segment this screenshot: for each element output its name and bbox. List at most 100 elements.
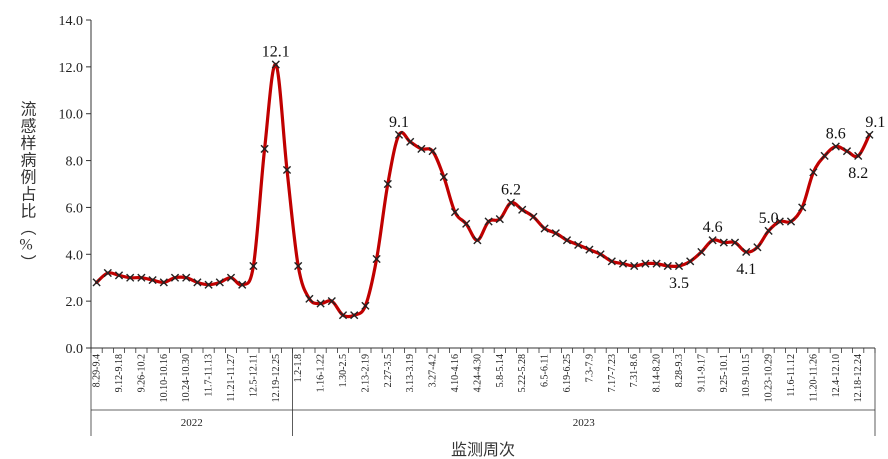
marker-stroke	[506, 198, 516, 207]
marker-stroke	[103, 268, 112, 278]
marker-stroke	[820, 151, 829, 160]
data-label: 4.6	[703, 219, 723, 236]
marker-stroke	[383, 179, 392, 189]
marker-stroke	[92, 278, 101, 287]
data-label: 4.1	[736, 261, 756, 278]
x-tick-label: 3.13-3.19	[405, 354, 416, 392]
data-label: 5.0	[759, 210, 779, 227]
y-axis-title: 流感样病例占比（%）	[18, 101, 37, 272]
marker-stroke	[271, 60, 280, 69]
marker-stroke	[618, 259, 628, 268]
data-point-marker	[394, 130, 404, 139]
x-tick-label: 11.7-11.13	[204, 354, 215, 397]
data-point-marker	[562, 236, 572, 245]
data-point-marker	[820, 151, 829, 160]
data-point-marker	[450, 208, 460, 217]
data-point-marker	[585, 245, 594, 254]
x-tick-label: 9.11-9.17	[696, 354, 707, 392]
marker-stroke	[730, 238, 740, 247]
x-tick-label: 4.24-4.30	[472, 354, 483, 392]
x-axis-title: 监测周次	[451, 441, 515, 459]
data-point-marker	[294, 261, 303, 271]
marker-stroke	[394, 130, 404, 139]
marker-stroke	[529, 212, 538, 221]
x-tick-label: 8.28-9.3	[674, 354, 685, 387]
marker-stroke	[540, 224, 549, 233]
x-tick-label: 5.8-5.14	[495, 354, 506, 387]
marker-stroke	[798, 203, 807, 212]
data-point-marker	[406, 137, 415, 146]
series-line	[95, 62, 871, 319]
marker-stroke	[697, 247, 706, 257]
x-tick-label: 8.29-9.4	[92, 354, 103, 387]
x-tick-label: 11.20-11.26	[808, 354, 819, 402]
marker-stroke	[652, 259, 661, 268]
y-tick-label: 6.0	[66, 201, 84, 216]
marker-stroke	[842, 147, 852, 156]
x-tick-label: 2.27-3.5	[383, 354, 394, 387]
x-tick-label: 6.19-6.25	[562, 354, 573, 392]
data-point-marker	[742, 247, 751, 257]
marker-stroke	[316, 299, 325, 308]
x-tick-label: 12.5-12.11	[248, 354, 259, 397]
x-tick-label: 9.26-10.2	[136, 354, 147, 392]
data-point-marker	[697, 247, 706, 257]
x-tick-label: 6.5-6.11	[540, 354, 551, 387]
data-point-marker	[428, 147, 437, 156]
data-point-marker	[114, 271, 124, 280]
y-tick-label: 10.0	[59, 108, 84, 123]
data-point-marker	[305, 294, 314, 303]
data-point-marker	[316, 299, 325, 308]
data-point-marker	[854, 151, 863, 160]
marker-stroke	[574, 240, 583, 250]
data-point-marker	[361, 301, 370, 310]
x-tick-label: 2.13-2.19	[360, 354, 371, 392]
marker-stroke	[663, 261, 672, 271]
data-point-marker	[372, 254, 381, 264]
x-tick-label: 1.2-1.8	[293, 354, 304, 382]
x-tick-label: 8.14-8.20	[652, 354, 663, 392]
marker-stroke	[865, 130, 874, 139]
marker-stroke	[831, 142, 840, 151]
data-point-marker	[506, 198, 516, 207]
data-label: 12.1	[262, 44, 290, 61]
marker-stroke	[786, 217, 796, 226]
year-label: 2022	[181, 417, 203, 429]
data-point-marker	[417, 144, 426, 153]
marker-stroke	[282, 165, 292, 175]
marker-stroke	[417, 144, 426, 153]
x-tick-label: 1.30-2.5	[338, 354, 349, 387]
marker-stroke	[585, 245, 594, 254]
marker-stroke	[439, 172, 448, 182]
data-point-marker	[786, 217, 796, 226]
x-tick-label: 5.22-5.28	[517, 354, 528, 392]
marker-stroke	[294, 261, 303, 271]
marker-stroke	[182, 273, 191, 282]
marker-stroke	[708, 236, 717, 245]
data-point-marker	[775, 217, 784, 226]
data-point-marker	[137, 273, 146, 282]
y-tick-label: 12.0	[59, 61, 84, 76]
data-point-marker	[226, 273, 236, 282]
data-point-marker	[630, 261, 639, 271]
data-labels: 12.1 9.1 6.2 3.5 4.6 4.1 5.0 8.6 8.2 9.1	[262, 44, 886, 292]
marker-stroke	[809, 168, 818, 177]
x-tick-label: 9.12-9.18	[114, 354, 125, 392]
marker-stroke	[193, 278, 202, 287]
x-tick-label: 9.25-10.1	[719, 354, 730, 392]
y-tick-label: 2.0	[66, 295, 84, 310]
marker-stroke	[238, 280, 247, 289]
data-point-marker	[652, 259, 661, 268]
data-point-marker	[327, 297, 336, 306]
x-tick-label: 10.23-10.29	[764, 354, 775, 402]
marker-stroke	[854, 151, 863, 160]
data-point-marker	[842, 147, 852, 156]
data-point-marker	[529, 212, 538, 221]
data-point-marker	[103, 268, 112, 278]
year-label: 2023	[573, 417, 596, 429]
marker-stroke	[607, 257, 616, 266]
marker-stroke	[518, 205, 527, 214]
marker-stroke	[764, 226, 773, 235]
marker-stroke	[350, 311, 359, 320]
